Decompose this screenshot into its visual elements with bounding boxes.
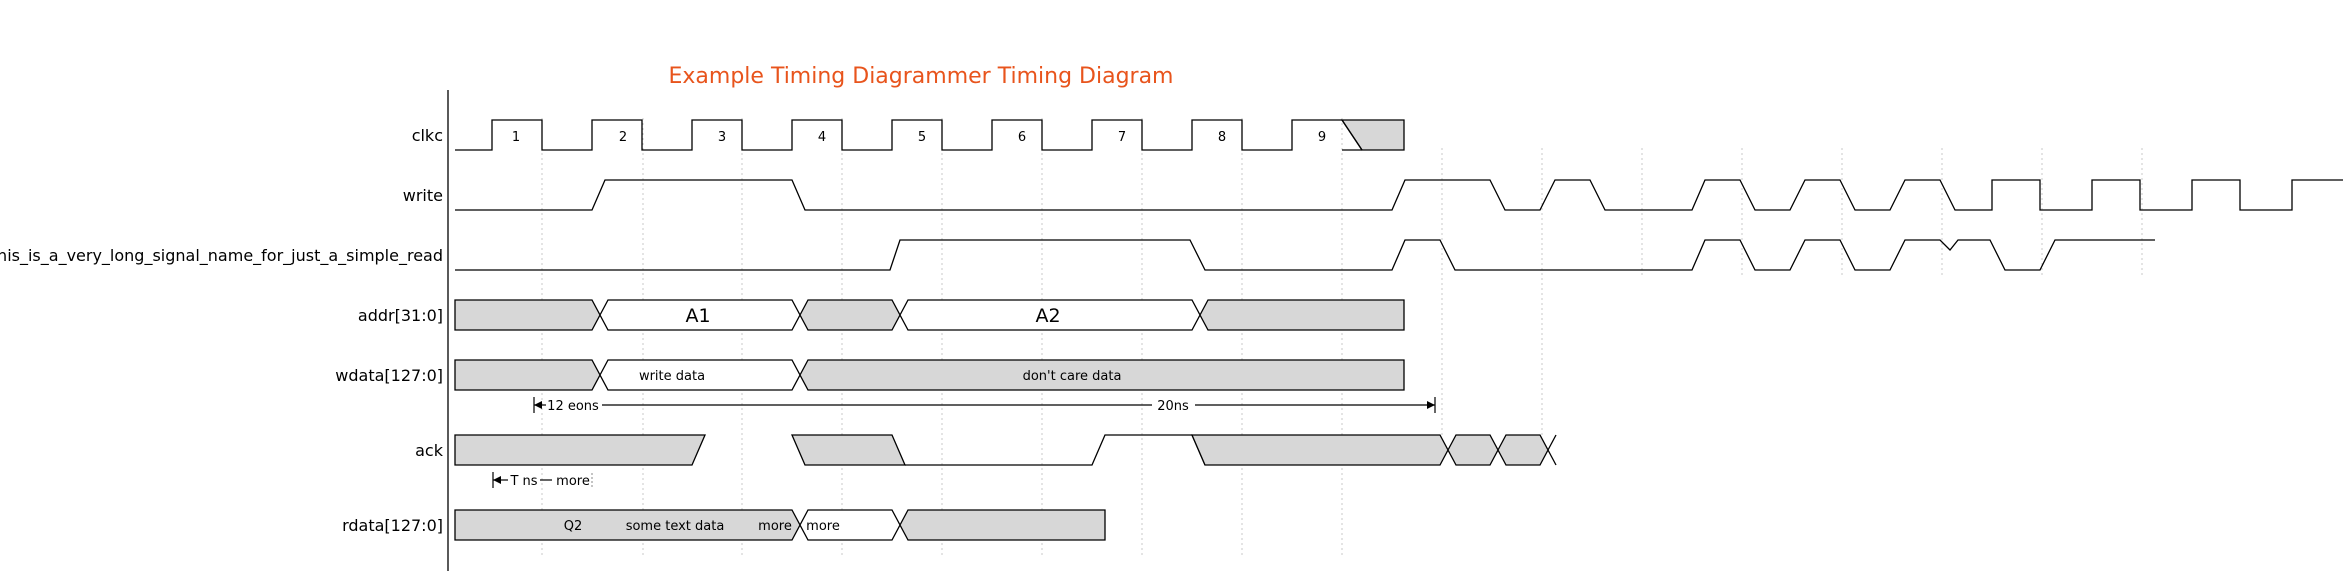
bus-value-write-data: write data: [639, 369, 705, 384]
cycle-label: 5: [918, 130, 926, 145]
measurement-label-12-eons: 12 eons: [547, 399, 599, 414]
signal-label-read: this_is_a_very_long_signal_name_for_just…: [0, 246, 443, 266]
waveform-addr: [454, 299, 1405, 331]
bus-value-a2: A2: [1035, 305, 1060, 327]
cycle-label: 4: [818, 130, 826, 145]
cycle-label: 8: [1218, 130, 1226, 145]
bus-value-some-text-data: some text data: [626, 519, 725, 534]
signal-label-addr: addr[31:0]: [358, 306, 443, 325]
signal-label-write: write: [403, 186, 443, 205]
measurement-ack: [492, 472, 593, 489]
bus-value-dont-care-data: don't care data: [1023, 369, 1122, 384]
bus-value-a1: A1: [685, 305, 710, 327]
cycle-label: 1: [512, 130, 520, 145]
signal-label-ack: ack: [415, 441, 444, 460]
waveform-wdata: [454, 359, 1405, 391]
waveform-rdata: [454, 509, 1106, 541]
grid-lines: [541, 118, 2143, 555]
signal-label-clkc: clkc: [412, 126, 443, 145]
signal-label-rdata: rdata[127:0]: [342, 516, 443, 535]
diagram-title: Example Timing Diagrammer Timing Diagram: [669, 64, 1174, 89]
measurement-label-more: more: [556, 474, 590, 489]
cycle-label: 6: [1018, 130, 1026, 145]
measurement-label-20ns: 20ns: [1157, 399, 1189, 414]
bus-value-more: more: [758, 519, 792, 534]
cycle-label: 9: [1318, 130, 1326, 145]
bus-value-more-2: more: [806, 519, 840, 534]
cycle-label: 2: [619, 130, 627, 145]
bus-value-q2: Q2: [564, 519, 583, 534]
cycle-label: 7: [1118, 130, 1126, 145]
waveform-clkc: [455, 119, 1405, 151]
signal-label-wdata: wdata[127:0]: [335, 366, 443, 385]
waveform-write: [455, 179, 2343, 211]
measurement-label-t-ns: T ns: [509, 474, 537, 489]
waveform-read: [455, 239, 2155, 271]
measurement-wdata: [533, 397, 1436, 413]
cycle-label: 3: [718, 130, 726, 145]
waveform-ack: [454, 434, 1557, 466]
